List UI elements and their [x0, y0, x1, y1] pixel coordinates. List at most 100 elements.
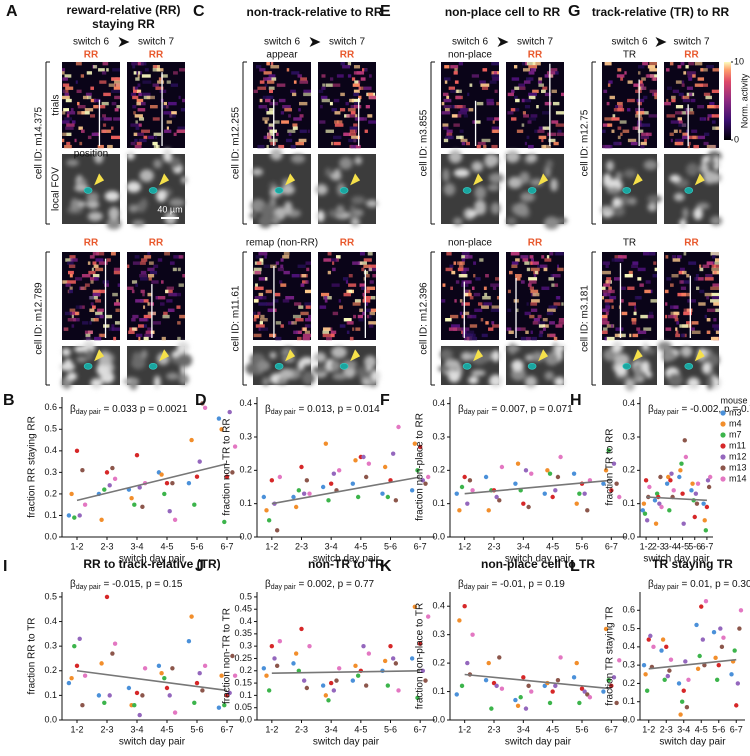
heatmap-streak: [176, 305, 181, 309]
y-tick-label: 0.2: [44, 665, 57, 675]
heatmap-streak: [649, 252, 656, 256]
data-point: [577, 491, 582, 496]
fit-line: [76, 462, 228, 502]
switch-arrow: [497, 37, 509, 47]
heatmap-streak: [482, 68, 488, 72]
data-point: [112, 476, 118, 482]
data-point: [140, 693, 145, 698]
heatmap-streak: [298, 305, 304, 309]
fov-cell: [511, 360, 524, 372]
heatmap-streak: [108, 83, 116, 87]
heatmap-streak: [704, 314, 707, 319]
y-tick-label: 0.1: [44, 510, 57, 520]
fov-cell: [667, 373, 683, 387]
x-tick-label: 3-4: [517, 541, 530, 551]
heatmap-streak: [266, 62, 270, 66]
data-point: [409, 488, 415, 493]
data-point: [304, 478, 310, 483]
heatmap-streak: [274, 292, 281, 297]
data-point: [382, 464, 388, 470]
heatmap-streak: [172, 267, 177, 272]
heatmap-streak: [557, 264, 560, 269]
heatmap-streak: [555, 252, 564, 256]
heatmap-streak: [533, 318, 540, 322]
heatmap-streak: [173, 255, 183, 259]
heatmap-streak: [643, 95, 648, 100]
heatmap-streak: [65, 258, 73, 262]
heatmap-streak: [525, 330, 529, 335]
fov-cells: [600, 160, 662, 218]
heatmap-streak: [556, 132, 564, 137]
fov-cell: [506, 216, 517, 226]
data-point: [459, 683, 465, 689]
heatmap-streak: [549, 333, 556, 338]
heatmap-streak: [455, 95, 461, 100]
data-point: [582, 491, 587, 496]
fov-cell: [169, 157, 181, 169]
heatmap-streak: [294, 302, 302, 306]
panel-letter: D: [195, 392, 207, 409]
heatmap-streak: [522, 111, 526, 115]
heatmap-streak: [144, 68, 149, 72]
data-point: [699, 604, 704, 609]
stat-text: = -0.002, p = 0.77: [679, 404, 750, 415]
data-point: [603, 468, 609, 473]
y-axis-label: fraction non-TR to RR: [222, 418, 233, 515]
fov-cell: [641, 360, 650, 375]
data-point: [643, 478, 649, 483]
heatmap-streak: [555, 111, 564, 115]
heatmap-streak: [461, 252, 470, 256]
data-point: [301, 678, 307, 683]
data-point: [465, 660, 470, 666]
heatmap-streak: [688, 77, 691, 81]
fov-cell: [505, 150, 520, 163]
heatmap-streak: [173, 132, 177, 137]
heatmap-streak: [603, 283, 611, 287]
heatmap-streak: [287, 129, 296, 133]
fov-image: [249, 148, 311, 229]
data-point: [202, 405, 208, 410]
heatmap-streak: [318, 89, 324, 94]
heatmap-streak: [69, 286, 73, 291]
heatmap-streak: [151, 280, 159, 284]
roi: [148, 187, 158, 194]
data-point: [417, 641, 423, 646]
heatmap-streak: [98, 333, 102, 338]
heatmap-streak: [700, 117, 705, 121]
heatmap-streak: [491, 305, 499, 309]
heatmap-streak: [553, 302, 561, 306]
stat-subscript: day pair: [464, 584, 490, 591]
fov-cells: [312, 346, 381, 388]
data-point: [547, 471, 553, 476]
heatmap-streak: [92, 252, 100, 256]
y-tick-label: 0.0: [622, 531, 635, 541]
heatmap-streak: [257, 311, 261, 316]
heatmap-streak: [137, 62, 144, 66]
data-point: [585, 692, 590, 697]
heatmap-streak: [461, 280, 465, 284]
y-tick-label: 0.1: [239, 498, 252, 508]
data-point: [393, 661, 399, 666]
y-tick-label: 0.4: [239, 616, 252, 626]
stat-beta: β: [648, 579, 654, 590]
heatmap-streak: [89, 277, 97, 281]
heatmap-streak: [711, 264, 719, 269]
y-tick-label: 0.0: [432, 714, 445, 724]
heatmap-streak: [549, 252, 554, 256]
heatmap-streak: [69, 274, 73, 278]
heatmap-streak: [532, 89, 539, 94]
data-point: [542, 491, 547, 496]
heatmap-streak: [443, 92, 449, 97]
heatmap-streak: [134, 144, 142, 149]
heatmap-streak: [680, 333, 685, 338]
heatmap-streak: [631, 321, 637, 325]
heatmap-streak: [292, 123, 298, 127]
fov-cell: [361, 377, 372, 387]
arrowhead: [473, 173, 484, 186]
heatmap-streak: [528, 280, 537, 284]
heatmap-streak: [267, 308, 275, 313]
heatmap-streak: [491, 126, 499, 130]
heatmap-streak: [269, 108, 275, 112]
heatmap-streak: [699, 289, 705, 294]
heatmap-streak: [707, 117, 710, 121]
